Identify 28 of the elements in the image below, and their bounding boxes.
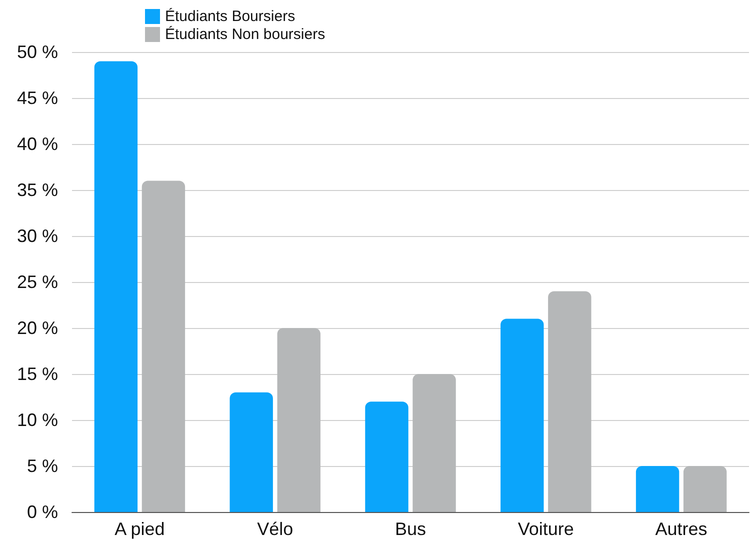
y-tick-label: 15 % xyxy=(16,364,58,384)
bar xyxy=(636,466,680,512)
y-tick-label: 45 % xyxy=(16,88,58,108)
bar xyxy=(412,374,456,512)
y-tick-label: 30 % xyxy=(16,226,58,246)
y-tick-label: 35 % xyxy=(16,180,58,200)
bar xyxy=(365,402,408,512)
bar xyxy=(277,328,320,512)
legend-label: Étudiants Non boursiers xyxy=(165,25,326,43)
x-tick-label: A pied xyxy=(114,519,165,539)
x-tick-label: Vélo xyxy=(257,519,294,539)
y-tick-label: 0 % xyxy=(26,502,58,522)
bar xyxy=(548,291,592,512)
bar xyxy=(500,318,544,512)
y-tick-label: 40 % xyxy=(16,134,58,154)
x-tick-label: Autres xyxy=(655,519,708,539)
y-tick-label: 20 % xyxy=(16,318,58,338)
y-tick-label: 5 % xyxy=(26,456,58,476)
y-tick-label: 25 % xyxy=(16,272,58,292)
bar xyxy=(94,61,138,512)
legend-label: Étudiants Boursiers xyxy=(165,7,296,25)
y-tick-label: 10 % xyxy=(16,410,58,430)
bar xyxy=(683,466,727,512)
y-tick-label: 50 % xyxy=(16,42,58,62)
bar xyxy=(142,180,186,512)
x-tick-label: Voiture xyxy=(518,519,574,539)
x-tick-label: Bus xyxy=(394,519,426,539)
bar xyxy=(230,392,273,512)
